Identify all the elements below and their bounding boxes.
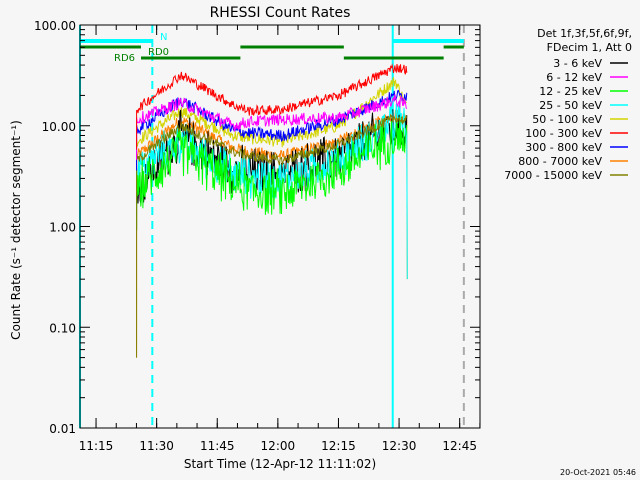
y-tick-label: 100.00	[34, 19, 76, 33]
y-tick-label: 1.00	[49, 221, 76, 235]
y-axis-label: Count Rate (s⁻¹ detector segment⁻¹)	[9, 120, 23, 340]
x-tick-label: 12:00	[261, 439, 296, 453]
y-tick-label: 10.00	[42, 120, 76, 134]
legend-label: 50 - 100 keV	[532, 113, 602, 126]
y-tick-label: 0.01	[49, 422, 76, 436]
series-line-7000-15000keV	[136, 113, 408, 358]
series-line-12-25keV	[136, 117, 408, 231]
x-tick-label: 12:15	[321, 439, 356, 453]
legend-label: 7000 - 15000 keV	[504, 169, 602, 182]
plot-frame	[79, 24, 481, 429]
x-tick-label: 11:45	[200, 439, 235, 453]
legend-label: 25 - 50 keV	[539, 99, 602, 112]
annotation-label-rd6: RD6	[114, 53, 135, 64]
x-tick-label: 11:30	[139, 439, 174, 453]
series-line-100-300keV	[136, 63, 408, 150]
legend-header-1: Det 1f,3f,5f,6f,9f,	[537, 27, 632, 40]
annotation-label-n: N	[160, 32, 167, 43]
legend-label: 12 - 25 keV	[539, 85, 602, 98]
legend-label: 6 - 12 keV	[546, 71, 602, 84]
legend-label: 800 - 7000 keV	[518, 155, 602, 168]
legend-header-2: FDecim 1, Att 0	[547, 41, 632, 54]
chart-title: RHESSI Count Rates	[210, 5, 351, 21]
legend-label: 100 - 300 keV	[525, 127, 602, 140]
legend-label: 300 - 800 keV	[525, 141, 602, 154]
x-tick-label: 12:45	[442, 439, 477, 453]
legend-label: 3 - 6 keV	[553, 57, 602, 70]
x-tick-label: 11:15	[79, 439, 114, 453]
timestamp: 20-Oct-2021 05:46	[560, 468, 636, 477]
series-line-3-6keV	[136, 102, 408, 231]
annotation-label-rd0: RD0	[148, 47, 169, 58]
y-tick-label: 0.10	[49, 321, 76, 335]
x-tick-label: 12:30	[382, 439, 417, 453]
series-line-6-12keV	[136, 94, 408, 160]
x-axis-label: Start Time (12-Apr-12 11:11:02)	[184, 457, 376, 471]
